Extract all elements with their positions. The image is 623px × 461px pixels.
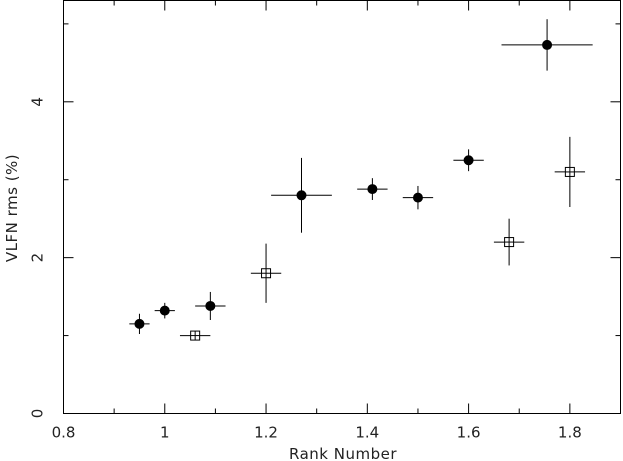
data-marks: [129, 19, 593, 341]
y-axis-title: VLFN rms (%): [3, 154, 21, 262]
x-tick-label: 1.8: [558, 424, 582, 442]
plot-frame: [63, 0, 621, 414]
data-point-filled-circle: [205, 300, 216, 311]
y-tick-label: 2: [29, 253, 47, 263]
x-tick-label: 1.2: [254, 424, 278, 442]
data-point-filled-circle: [296, 190, 307, 201]
data-point-filled-circle: [542, 39, 553, 50]
data-point-filled-circle: [463, 155, 474, 166]
data-point-filled-circle: [367, 184, 378, 195]
data-point-filled-circle: [412, 192, 423, 203]
x-tick-label: 1: [160, 424, 170, 442]
axis-ticks: [63, 0, 621, 414]
data-point-filled-circle: [159, 305, 170, 316]
y-tick-label: 4: [29, 97, 47, 107]
data-point-filled-circle: [134, 318, 145, 329]
x-tick-label: 0.8: [52, 424, 76, 442]
y-tick-label: 0: [29, 409, 47, 419]
x-axis-title: Rank Number: [289, 445, 397, 461]
axis-tick-labels: 0.8 1 1.2 1.4 1.6 1.8 0 2 4: [29, 97, 582, 441]
x-tick-label: 1.4: [355, 424, 379, 442]
x-tick-label: 1.6: [457, 424, 481, 442]
